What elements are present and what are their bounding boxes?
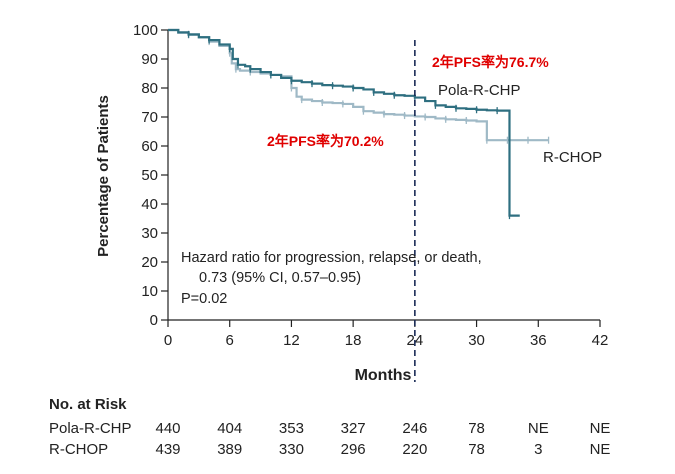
risk-cell: 296 bbox=[340, 441, 366, 458]
risk-table-title: No. at Risk bbox=[49, 396, 127, 413]
risk-cell: 78 bbox=[468, 420, 485, 437]
hazard-ratio-line-2: 0.73 (95% CI, 0.57–0.95) bbox=[199, 270, 361, 286]
y-ticks: 0 10 20 30 40 50 60 70 80 90 100 bbox=[133, 22, 168, 329]
risk-cell: 389 bbox=[217, 441, 243, 458]
y-tick-label: 90 bbox=[141, 51, 158, 68]
y-tick-label: 60 bbox=[141, 138, 158, 155]
x-tick-label: 42 bbox=[592, 332, 609, 349]
y-axis: 0 10 20 30 40 50 60 70 80 90 100 bbox=[133, 22, 169, 329]
risk-cell: 327 bbox=[340, 420, 366, 437]
series-line-r-chop bbox=[168, 28, 549, 142]
y-axis-label: Percentage of Patients bbox=[95, 95, 112, 257]
risk-row-label: R-CHOP bbox=[49, 441, 109, 458]
x-tick-label: 36 bbox=[530, 332, 547, 349]
risk-cell: NE bbox=[527, 420, 549, 437]
series-label-pola-r-chp: Pola-R-CHP bbox=[438, 82, 521, 99]
risk-cell: 439 bbox=[155, 441, 181, 458]
annotation-pfs-rchop: 2年PFS率为70.2% bbox=[267, 133, 384, 149]
x-tick-label: 0 bbox=[164, 332, 172, 349]
risk-cell: 3 bbox=[534, 441, 543, 458]
y-tick-label: 50 bbox=[141, 167, 158, 184]
y-tick-label: 40 bbox=[141, 196, 158, 213]
x-ticks: 0 6 12 18 24 30 36 42 bbox=[164, 320, 609, 349]
risk-cell: NE bbox=[589, 441, 611, 458]
y-tick-label: 70 bbox=[141, 109, 158, 126]
series-group bbox=[168, 28, 550, 220]
risk-row-r-chop: R-CHOP 439 389 330 296 220 78 3 NE bbox=[0, 441, 675, 461]
risk-row-label: Pola-R-CHP bbox=[49, 420, 132, 437]
hazard-ratio-line-1: Hazard ratio for progression, relapse, o… bbox=[181, 250, 482, 266]
y-tick-label: 0 bbox=[150, 312, 158, 329]
risk-cell: 330 bbox=[278, 441, 304, 458]
series-label-r-chop: R-CHOP bbox=[543, 149, 602, 166]
risk-row-pola-r-chp: Pola-R-CHP 440 404 353 327 246 78 NE NE bbox=[0, 420, 675, 440]
annotation-pfs-pola: 2年PFS率为76.7% bbox=[432, 54, 549, 70]
x-axis-label: Months bbox=[355, 367, 412, 384]
risk-cell: 353 bbox=[278, 420, 304, 437]
risk-cell: NE bbox=[589, 420, 611, 437]
risk-cell: 440 bbox=[155, 420, 181, 437]
risk-cell: 78 bbox=[468, 441, 485, 458]
risk-cell: 404 bbox=[217, 420, 243, 437]
p-value: P=0.02 bbox=[181, 291, 227, 307]
x-tick-label: 30 bbox=[468, 332, 485, 349]
y-tick-label: 100 bbox=[133, 22, 158, 39]
y-tick-label: 20 bbox=[141, 254, 158, 271]
y-tick-label: 10 bbox=[141, 283, 158, 300]
x-axis: 0 6 12 18 24 30 36 42 bbox=[164, 319, 609, 349]
risk-cell: 220 bbox=[402, 441, 428, 458]
x-tick-label: 6 bbox=[226, 332, 234, 349]
y-tick-label: 80 bbox=[141, 80, 158, 97]
x-tick-label: 18 bbox=[345, 332, 362, 349]
y-tick-label: 30 bbox=[141, 225, 158, 242]
risk-cell: 246 bbox=[402, 420, 428, 437]
x-tick-label: 12 bbox=[283, 332, 300, 349]
